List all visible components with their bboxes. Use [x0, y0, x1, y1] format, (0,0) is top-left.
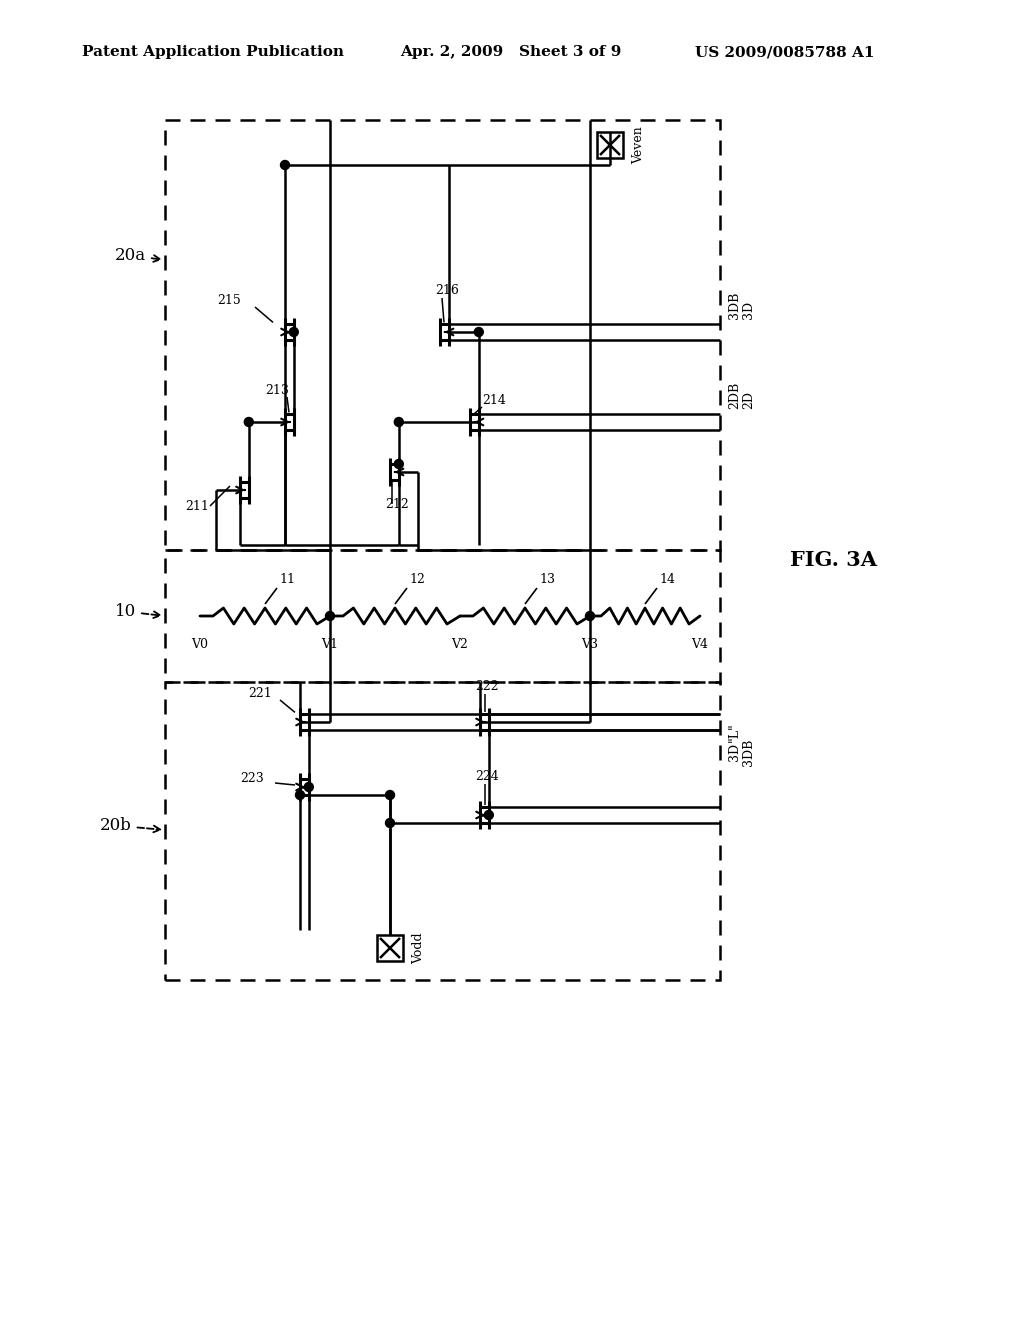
- Text: 20b: 20b: [100, 817, 160, 834]
- Circle shape: [385, 791, 394, 800]
- Bar: [597, 132, 623, 158]
- Text: FIG. 3A: FIG. 3A: [790, 550, 877, 570]
- Text: V2: V2: [452, 638, 468, 651]
- Text: US 2009/0085788 A1: US 2009/0085788 A1: [695, 45, 874, 59]
- Bar: [165, 682, 720, 979]
- Circle shape: [290, 327, 298, 337]
- Circle shape: [281, 161, 290, 169]
- Text: 214: 214: [482, 393, 506, 407]
- Text: "L": "L": [728, 722, 741, 742]
- Text: Patent Application Publication: Patent Application Publication: [82, 45, 344, 59]
- Circle shape: [474, 327, 483, 337]
- Text: 2D: 2D: [742, 391, 755, 409]
- Text: Apr. 2, 2009   Sheet 3 of 9: Apr. 2, 2009 Sheet 3 of 9: [400, 45, 622, 59]
- Circle shape: [245, 417, 253, 426]
- Text: Vodd: Vodd: [412, 932, 425, 964]
- Text: 3DB: 3DB: [742, 738, 755, 766]
- Text: V4: V4: [691, 638, 709, 651]
- Circle shape: [394, 417, 403, 426]
- Text: 3DB: 3DB: [728, 292, 741, 319]
- Circle shape: [586, 611, 595, 620]
- Text: 223: 223: [240, 772, 264, 785]
- Text: 13: 13: [539, 573, 555, 586]
- Bar: [165, 120, 720, 550]
- Text: 222: 222: [475, 680, 499, 693]
- Text: 224: 224: [475, 770, 499, 783]
- Text: 11: 11: [279, 573, 295, 586]
- Text: Veven: Veven: [632, 127, 645, 164]
- Text: 2DB: 2DB: [728, 381, 741, 409]
- Text: V0: V0: [191, 638, 209, 651]
- Text: 12: 12: [409, 573, 425, 586]
- Bar: [165, 550, 720, 682]
- Circle shape: [304, 783, 313, 792]
- Text: 215: 215: [217, 294, 241, 308]
- Text: 213: 213: [265, 384, 289, 397]
- Text: 216: 216: [435, 284, 459, 297]
- Text: 20a: 20a: [115, 247, 160, 264]
- Text: 10: 10: [115, 603, 160, 620]
- Text: 14: 14: [659, 573, 675, 586]
- Bar: [377, 935, 403, 961]
- Text: 221: 221: [248, 686, 271, 700]
- Circle shape: [296, 791, 304, 800]
- Text: 212: 212: [385, 498, 409, 511]
- Text: 211: 211: [185, 500, 209, 513]
- Text: 3D: 3D: [728, 743, 741, 762]
- Circle shape: [385, 818, 394, 828]
- Text: V1: V1: [322, 638, 339, 651]
- Text: V3: V3: [582, 638, 598, 651]
- Circle shape: [394, 459, 403, 469]
- Circle shape: [326, 611, 335, 620]
- Circle shape: [484, 810, 494, 820]
- Text: 3D: 3D: [742, 301, 755, 319]
